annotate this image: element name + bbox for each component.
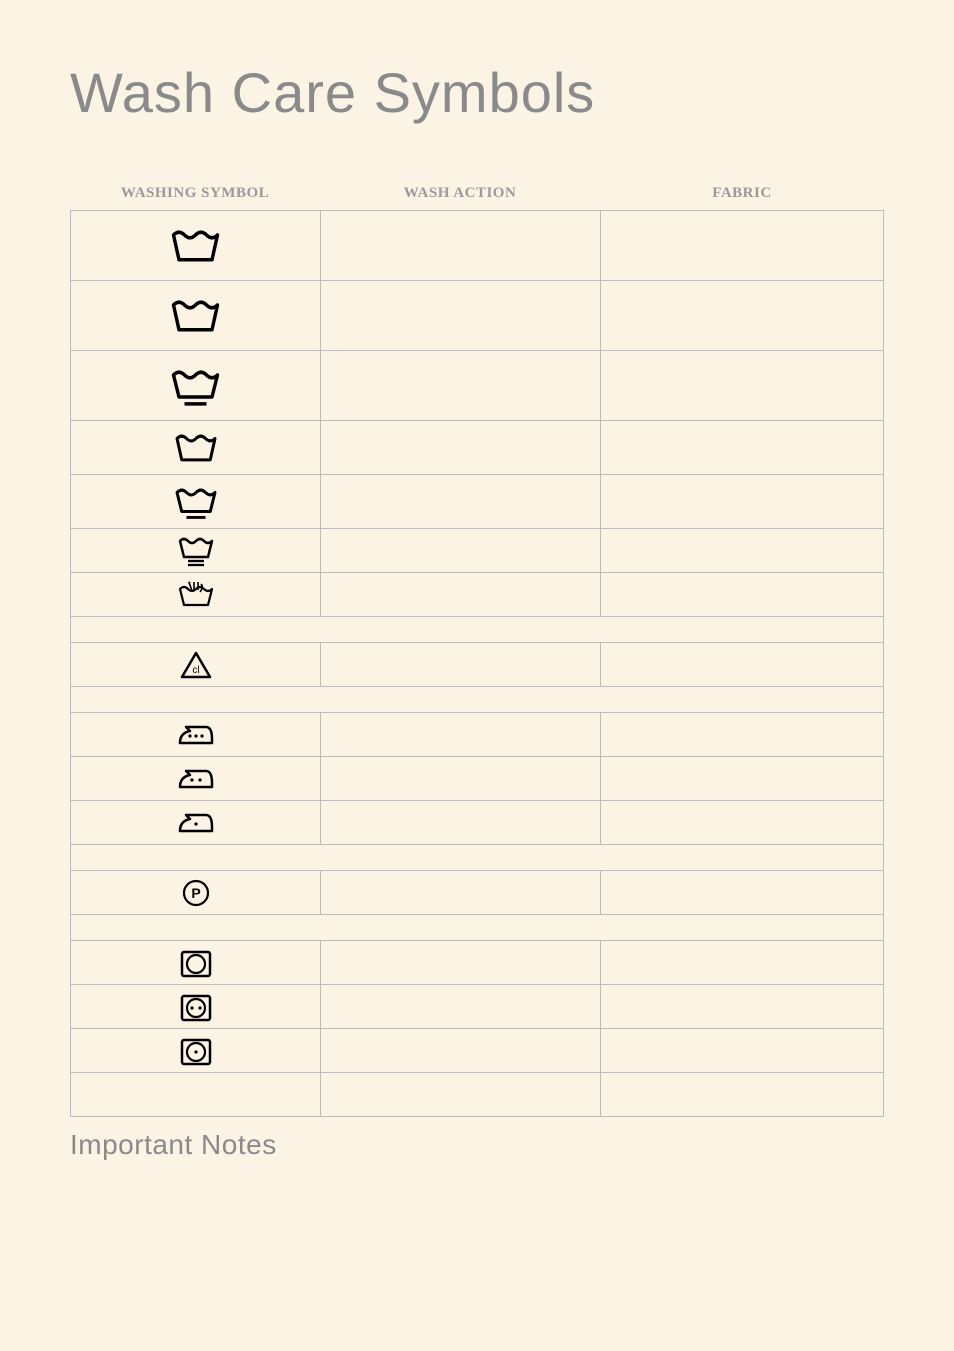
cell-action <box>321 871 601 915</box>
cell-fabric <box>601 281 884 351</box>
table-row <box>71 351 884 421</box>
table-row <box>71 617 884 643</box>
iron-2dot-icon <box>176 763 216 795</box>
handwash-icon <box>176 579 216 611</box>
cell-symbol <box>71 713 321 757</box>
cell-action <box>321 757 601 801</box>
separator-cell <box>71 915 884 941</box>
table-row <box>71 801 884 845</box>
cell-action <box>321 211 601 281</box>
cell-fabric <box>601 941 884 985</box>
cell-action <box>321 801 601 845</box>
table-row <box>71 281 884 351</box>
cell-symbol <box>71 941 321 985</box>
cell-action <box>321 529 601 573</box>
cell-symbol <box>71 643 321 687</box>
header-fabric: FABRIC <box>600 185 884 202</box>
washtub-icon <box>168 294 223 338</box>
cell-fabric <box>601 1029 884 1073</box>
iron-1dot-icon <box>176 807 216 839</box>
cell-action <box>321 1073 601 1117</box>
cell-symbol <box>71 475 321 529</box>
cell-fabric <box>601 475 884 529</box>
section-important-notes: Important Notes <box>70 1129 884 1161</box>
cell-action <box>321 421 601 475</box>
table-row <box>71 687 884 713</box>
cell-fabric <box>601 573 884 617</box>
cell-fabric <box>601 985 884 1029</box>
symbols-table <box>70 210 884 1117</box>
cell-action <box>321 643 601 687</box>
cell-symbol <box>71 985 321 1029</box>
table-row <box>71 1073 884 1117</box>
cell-fabric <box>601 421 884 475</box>
cell-fabric <box>601 1073 884 1117</box>
page-title: Wash Care Symbols <box>70 60 884 125</box>
cell-symbol <box>71 1073 321 1117</box>
cell-fabric <box>601 211 884 281</box>
cell-symbol <box>71 871 321 915</box>
table-row <box>71 643 884 687</box>
separator-cell <box>71 845 884 871</box>
cell-fabric <box>601 643 884 687</box>
table-row <box>71 757 884 801</box>
table-row <box>71 985 884 1029</box>
separator-cell <box>71 617 884 643</box>
cell-action <box>321 351 601 421</box>
cell-symbol <box>71 757 321 801</box>
washtub-bar2-icon <box>176 535 216 567</box>
table-row <box>71 915 884 941</box>
cell-symbol <box>71 801 321 845</box>
iron-3dot-icon <box>176 719 216 751</box>
table-row <box>71 713 884 757</box>
washtub-bar1-icon <box>172 483 220 521</box>
washtub-icon <box>172 429 220 467</box>
cell-action <box>321 281 601 351</box>
header-action: WASH ACTION <box>320 185 600 202</box>
table-row <box>71 845 884 871</box>
table-headers: WASHING SYMBOL WASH ACTION FABRIC <box>70 185 884 202</box>
tumble-2dot-icon <box>176 991 216 1023</box>
table-row <box>71 529 884 573</box>
bleach-cl-icon <box>176 649 216 681</box>
cell-action <box>321 475 601 529</box>
table-row <box>71 941 884 985</box>
header-symbol: WASHING SYMBOL <box>70 185 320 202</box>
washtub-bar1-icon <box>168 364 223 408</box>
cell-fabric <box>601 351 884 421</box>
cell-action <box>321 1029 601 1073</box>
cell-symbol <box>71 211 321 281</box>
cell-symbol <box>71 281 321 351</box>
table-row <box>71 573 884 617</box>
dryclean-p-icon <box>176 877 216 909</box>
cell-fabric <box>601 713 884 757</box>
tumble-1dot-icon <box>176 1035 216 1067</box>
cell-action <box>321 713 601 757</box>
cell-symbol <box>71 529 321 573</box>
cell-fabric <box>601 529 884 573</box>
cell-fabric <box>601 801 884 845</box>
table-row <box>71 871 884 915</box>
table-row <box>71 1029 884 1073</box>
cell-symbol <box>71 573 321 617</box>
washtub-icon <box>168 224 223 268</box>
cell-symbol <box>71 351 321 421</box>
cell-action <box>321 941 601 985</box>
table-row <box>71 211 884 281</box>
table-row <box>71 475 884 529</box>
cell-fabric <box>601 871 884 915</box>
cell-symbol <box>71 421 321 475</box>
separator-cell <box>71 687 884 713</box>
cell-action <box>321 985 601 1029</box>
cell-action <box>321 573 601 617</box>
cell-symbol <box>71 1029 321 1073</box>
tumble-icon <box>176 947 216 979</box>
table-row <box>71 421 884 475</box>
cell-fabric <box>601 757 884 801</box>
